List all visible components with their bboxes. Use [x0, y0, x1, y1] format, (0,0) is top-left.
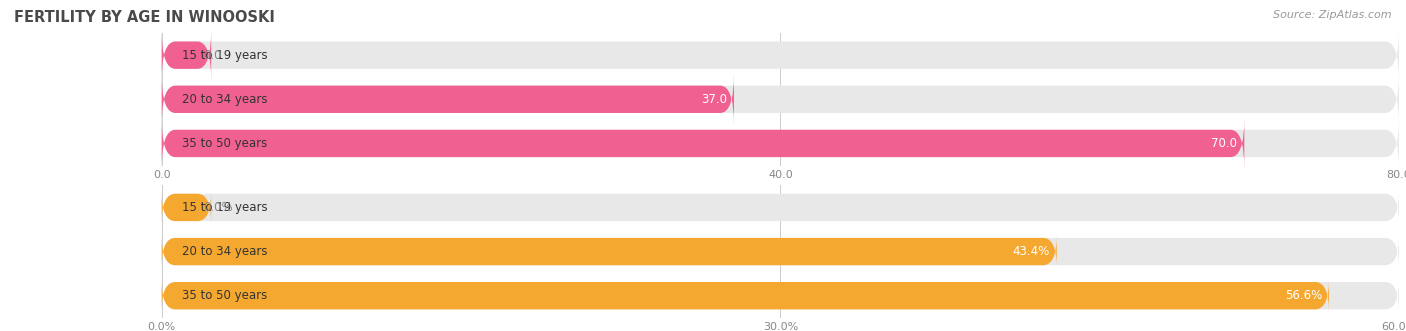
- FancyBboxPatch shape: [162, 280, 1329, 311]
- Text: 35 to 50 years: 35 to 50 years: [183, 137, 267, 150]
- Text: FERTILITY BY AGE IN WINOOSKI: FERTILITY BY AGE IN WINOOSKI: [14, 10, 276, 25]
- Text: 43.4%: 43.4%: [1012, 245, 1050, 258]
- FancyBboxPatch shape: [162, 30, 211, 80]
- FancyBboxPatch shape: [162, 236, 1057, 267]
- FancyBboxPatch shape: [162, 192, 1399, 223]
- FancyBboxPatch shape: [162, 74, 1399, 125]
- FancyBboxPatch shape: [162, 118, 1399, 169]
- FancyBboxPatch shape: [162, 118, 1244, 169]
- FancyBboxPatch shape: [162, 236, 1399, 267]
- Text: 35 to 50 years: 35 to 50 years: [183, 289, 267, 302]
- Text: 70.0: 70.0: [1212, 137, 1237, 150]
- Text: 37.0: 37.0: [702, 93, 727, 106]
- Text: 15 to 19 years: 15 to 19 years: [183, 49, 267, 62]
- Text: 15 to 19 years: 15 to 19 years: [183, 201, 267, 214]
- FancyBboxPatch shape: [162, 74, 734, 125]
- FancyBboxPatch shape: [162, 192, 211, 223]
- Text: Source: ZipAtlas.com: Source: ZipAtlas.com: [1274, 10, 1392, 20]
- FancyBboxPatch shape: [162, 280, 1399, 311]
- Text: 0.0%: 0.0%: [202, 201, 232, 214]
- Text: 20 to 34 years: 20 to 34 years: [183, 245, 267, 258]
- FancyBboxPatch shape: [162, 30, 1399, 80]
- Text: 56.6%: 56.6%: [1285, 289, 1322, 302]
- Text: 0.0: 0.0: [202, 49, 221, 62]
- Text: 20 to 34 years: 20 to 34 years: [183, 93, 267, 106]
